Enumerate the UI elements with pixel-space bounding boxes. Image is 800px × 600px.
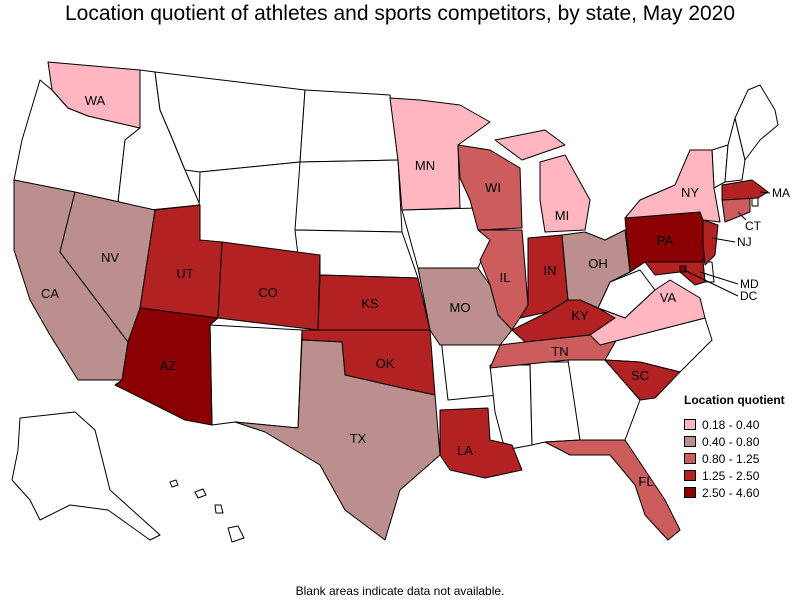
label-MN: MN <box>415 158 435 173</box>
legend-label: 0.80 - 1.25 <box>702 451 760 466</box>
label-NV: NV <box>101 250 119 265</box>
state-MA <box>721 179 769 201</box>
state-DC <box>679 265 687 273</box>
state-NM <box>209 324 303 429</box>
legend-item: 1.25 - 2.50 <box>684 467 796 484</box>
label-CO: CO <box>258 285 278 300</box>
state-ND <box>299 89 399 163</box>
state-FL <box>544 439 681 541</box>
label-PA: PA <box>657 233 674 248</box>
leader-MA <box>759 191 771 194</box>
label-DC: DC <box>740 289 758 303</box>
state-ME <box>734 84 779 161</box>
label-TX: TX <box>350 431 367 446</box>
label-UT: UT <box>176 266 193 281</box>
label-AZ: AZ <box>160 358 177 373</box>
label-KY: KY <box>571 308 589 323</box>
legend-swatch <box>684 436 696 447</box>
state-TX <box>234 339 441 541</box>
leader-DC <box>683 269 739 297</box>
label-CT: CT <box>745 219 762 233</box>
state-TN <box>489 329 623 369</box>
label-OH: OH <box>588 256 608 271</box>
state-AZ <box>114 307 219 426</box>
legend-label: 2.50 - 4.60 <box>702 485 760 500</box>
legend-swatch <box>684 419 696 430</box>
label-WA: WA <box>85 93 106 108</box>
legend-item: 2.50 - 4.60 <box>684 484 796 501</box>
leader-NJ <box>711 237 736 243</box>
state-SD <box>294 159 403 233</box>
state-WI <box>457 144 523 231</box>
state-RI <box>751 197 759 207</box>
no-data-states <box>11 69 779 543</box>
label-LA: LA <box>457 443 473 458</box>
leader-MD <box>699 271 739 285</box>
label-MI: MI <box>555 208 569 223</box>
label-CA: CA <box>41 286 59 301</box>
state-MD <box>644 261 706 286</box>
data-states <box>13 61 769 541</box>
label-FL: FL <box>638 474 653 489</box>
state-MS <box>489 364 533 451</box>
label-VA: VA <box>660 290 677 305</box>
legend-swatch <box>684 453 696 464</box>
label-SC: SC <box>631 368 649 383</box>
map-title: Location quotient of athletes and sports… <box>64 2 736 25</box>
legend-item: 0.80 - 1.25 <box>684 450 796 467</box>
label-NJ: NJ <box>737 235 752 249</box>
legend-swatch <box>684 487 696 498</box>
state-MI <box>494 129 591 233</box>
state-LA <box>439 407 523 479</box>
footnote: Blank areas indicate data not available. <box>295 584 505 598</box>
label-MD: MD <box>740 277 759 291</box>
leader-CT <box>737 211 747 221</box>
legend-title: Location quotient <box>684 393 785 407</box>
label-MA: MA <box>772 186 790 200</box>
state-VA <box>589 279 706 346</box>
state-labels: WA CA NV UT AZ CO KS OK TX MN WI MI IL M… <box>41 93 790 489</box>
label-NY: NY <box>681 185 699 200</box>
legend-item: 0.18 - 0.40 <box>684 416 796 433</box>
state-NJ <box>702 219 719 266</box>
label-MO: MO <box>450 300 471 315</box>
state-HI <box>169 479 245 543</box>
label-IN: IN <box>544 263 557 278</box>
leader-lines <box>683 191 771 297</box>
state-WA <box>47 61 141 129</box>
state-AK <box>11 411 161 541</box>
label-OK: OK <box>376 356 395 371</box>
label-WI: WI <box>485 180 501 195</box>
legend: Location quotient 0.18 - 0.40 0.40 - 0.8… <box>684 393 796 501</box>
label-TN: TN <box>551 344 568 359</box>
state-SC <box>604 359 681 401</box>
label-KS: KS <box>361 296 379 311</box>
legend-label: 0.18 - 0.40 <box>702 417 760 432</box>
state-NY <box>624 149 721 223</box>
label-IL: IL <box>500 270 511 285</box>
legend-label: 1.25 - 2.50 <box>702 468 760 483</box>
legend-item: 0.40 - 0.80 <box>684 433 796 450</box>
legend-label: 0.40 - 0.80 <box>702 434 760 449</box>
legend-swatch <box>684 470 696 481</box>
state-NH <box>724 117 746 183</box>
